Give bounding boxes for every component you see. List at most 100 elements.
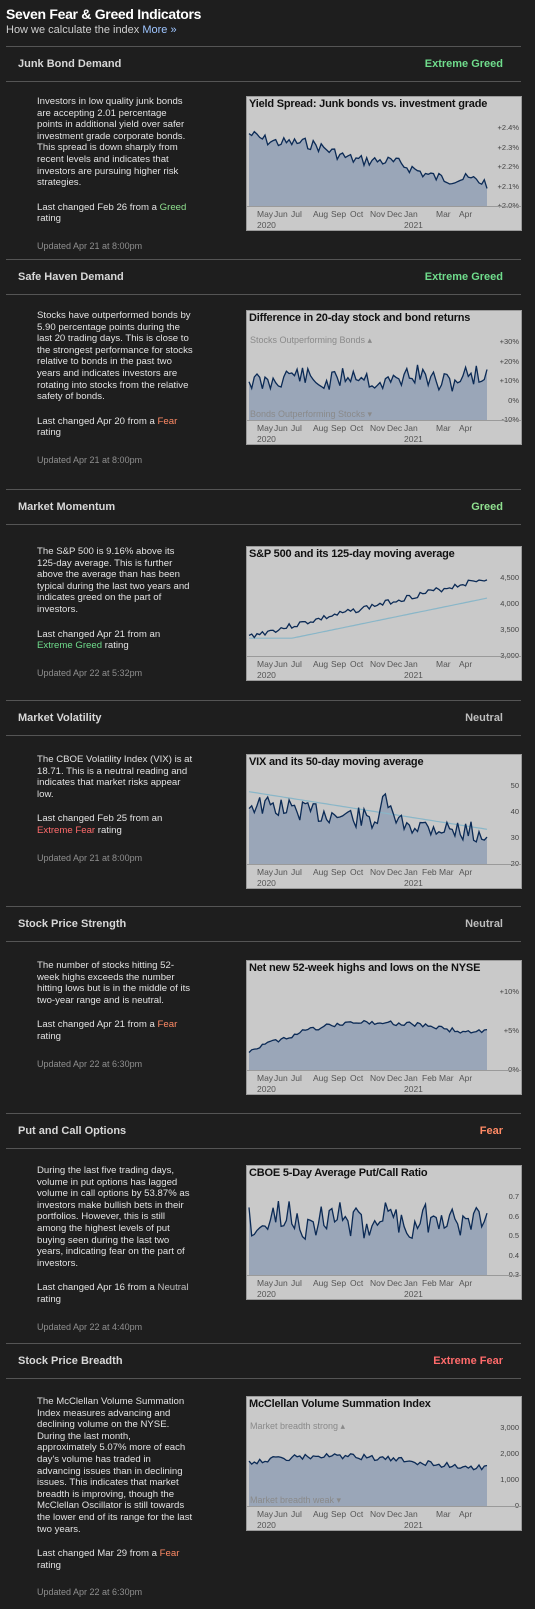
month-label: May	[257, 1278, 274, 1288]
indicator-header: Stock Price Breadth Extreme Fear	[18, 1344, 503, 1378]
band-label-bottom: Bonds Outperforming Stocks ▾	[250, 409, 373, 419]
month-axis: May Jun Jul Aug Sep Oct Nov Dec Jan Mar Apr 2020 2…	[247, 206, 521, 230]
indicator-title: Stock Price Strength	[18, 918, 127, 930]
year-label: 2021	[404, 1520, 423, 1530]
month-label: Jul	[291, 867, 302, 877]
section-divider	[6, 941, 521, 942]
month-label: Jul	[291, 1509, 302, 1519]
updated-timestamp: Updated Apr 22 at 6:30pm	[37, 1058, 143, 1069]
month-label: Oct	[350, 867, 364, 877]
chart-area	[249, 793, 487, 865]
y-tick-label: 1,000	[500, 1475, 519, 1484]
month-label: Feb	[422, 1278, 437, 1288]
month-label: Nov	[370, 1278, 386, 1288]
indicator-rating: Extreme Greed	[424, 271, 503, 283]
indicator-description-block: The S&P 500 is 9.16% above its 125-day a…	[37, 546, 193, 679]
month-axis: May Jun Jul Aug Sep Oct Nov Dec Jan Feb Mar Apr 202…	[247, 1070, 521, 1094]
section-divider	[6, 489, 521, 490]
indicator-description: The CBOE Volatility Index (VIX) is at 18…	[37, 754, 193, 800]
chart-line	[248, 130, 488, 189]
month-label: Oct	[350, 1073, 364, 1083]
last-changed-suffix: rating	[37, 1030, 61, 1042]
moving-average-line	[249, 597, 488, 639]
month-label: Nov	[370, 1509, 386, 1519]
month-label: Dec	[387, 1073, 403, 1083]
month-label: Jul	[291, 1073, 302, 1083]
indicator-description-block: The McClellan Volume Summation Index mea…	[37, 1396, 193, 1599]
chart-svg	[248, 130, 488, 207]
last-changed-rating: Neutral	[157, 1282, 189, 1294]
month-label: Mar	[439, 1073, 454, 1083]
month-label: Mar	[439, 1278, 454, 1288]
month-label: Mar	[436, 1509, 451, 1519]
month-label: Aug	[313, 1073, 329, 1083]
y-tick-label: +2.2%	[497, 162, 519, 171]
y-tick-label: 50	[510, 781, 519, 790]
indicator-description-block: The CBOE Volatility Index (VIX) is at 18…	[37, 754, 193, 864]
month-label: Jun	[274, 659, 288, 669]
section-divider	[6, 1148, 521, 1149]
month-label: Feb	[422, 1073, 437, 1083]
y-tick-label: +20%	[499, 357, 519, 366]
month-label: Mar	[436, 659, 451, 669]
y-tick-label: +5%	[503, 1026, 519, 1035]
section-divider	[6, 1343, 521, 1344]
last-changed-prefix: Last changed Apr 21 from a	[37, 1019, 155, 1031]
month-label: Nov	[370, 423, 386, 433]
indicator-description-block: The number of stocks hitting 52-week hig…	[37, 960, 193, 1070]
month-label: Jan	[404, 1073, 418, 1083]
last-changed: Last changed Apr 21 from a Fear rating	[37, 1019, 193, 1042]
chart-title: CBOE 5-Day Average Put/Call Ratio	[249, 1167, 428, 1179]
month-label: May	[257, 659, 274, 669]
section-divider	[6, 46, 521, 47]
last-changed-rating: Extreme Fear	[37, 824, 96, 836]
y-tick-label: +2.4%	[497, 123, 519, 132]
chart-line	[248, 1201, 488, 1241]
month-label: Jan	[404, 659, 418, 669]
chart-svg	[248, 364, 488, 421]
indicator-chart: McClellan Volume Summation Index 3,000 2,0…	[246, 1396, 522, 1531]
month-label: Nov	[370, 1073, 386, 1083]
month-label: Jan	[404, 423, 418, 433]
month-axis: May Jun Jul Aug Sep Oct Nov Dec Jan Mar Apr 2020 2…	[247, 1506, 521, 1530]
month-label: Jun	[274, 1073, 288, 1083]
month-label: Jun	[274, 1278, 288, 1288]
indicator-description-block: Stocks have outperformed bonds by 5.90 p…	[37, 310, 193, 467]
year-label: 2021	[404, 670, 423, 680]
year-label: 2021	[404, 434, 423, 444]
month-label: May	[257, 1509, 274, 1519]
y-tick-label: 20	[510, 859, 519, 868]
month-label: Jul	[291, 1278, 302, 1288]
page-title: Seven Fear & Greed Indicators	[6, 6, 202, 22]
month-label: Aug	[313, 867, 329, 877]
y-tick-label: +10%	[499, 987, 519, 996]
month-label: Apr	[459, 867, 473, 877]
month-label: Jul	[291, 423, 302, 433]
section-divider	[6, 81, 521, 82]
month-label: Nov	[370, 209, 386, 219]
indicator-description: The S&P 500 is 9.16% above its 125-day a…	[37, 546, 190, 615]
month-label: May	[257, 1073, 274, 1083]
indicator-description-block: During the last five trading days, volum…	[37, 1165, 193, 1333]
month-label: Aug	[313, 1509, 329, 1519]
indicator-header: Stock Price Strength Neutral	[18, 907, 503, 941]
y-tick-label: 0.7	[508, 1192, 519, 1201]
more-link[interactable]: More »	[142, 24, 177, 36]
month-label: Aug	[313, 659, 329, 669]
month-label: Aug	[313, 1278, 329, 1288]
month-label: Sep	[331, 1073, 347, 1083]
indicator-header: Put and Call Options Fear	[18, 1114, 503, 1148]
updated-timestamp: Updated Apr 22 at 6:30pm	[37, 1587, 143, 1598]
last-changed: Last changed Feb 25 from an Extreme Fear…	[37, 813, 193, 836]
year-label: 2020	[257, 1084, 276, 1094]
month-label: Apr	[459, 659, 473, 669]
y-tick-label: +2.1%	[497, 182, 519, 191]
band-label-top: Stocks Outperforming Bonds ▴	[250, 335, 373, 345]
y-tick-label: 0	[514, 1501, 519, 1510]
section-divider	[6, 700, 521, 701]
month-label: Apr	[459, 1509, 473, 1519]
month-label: Dec	[387, 1278, 403, 1288]
chart-svg	[248, 1201, 488, 1276]
chart-line	[248, 1452, 488, 1471]
indicator-chart: Net new 52-week highs and lows on the NY…	[246, 960, 522, 1095]
